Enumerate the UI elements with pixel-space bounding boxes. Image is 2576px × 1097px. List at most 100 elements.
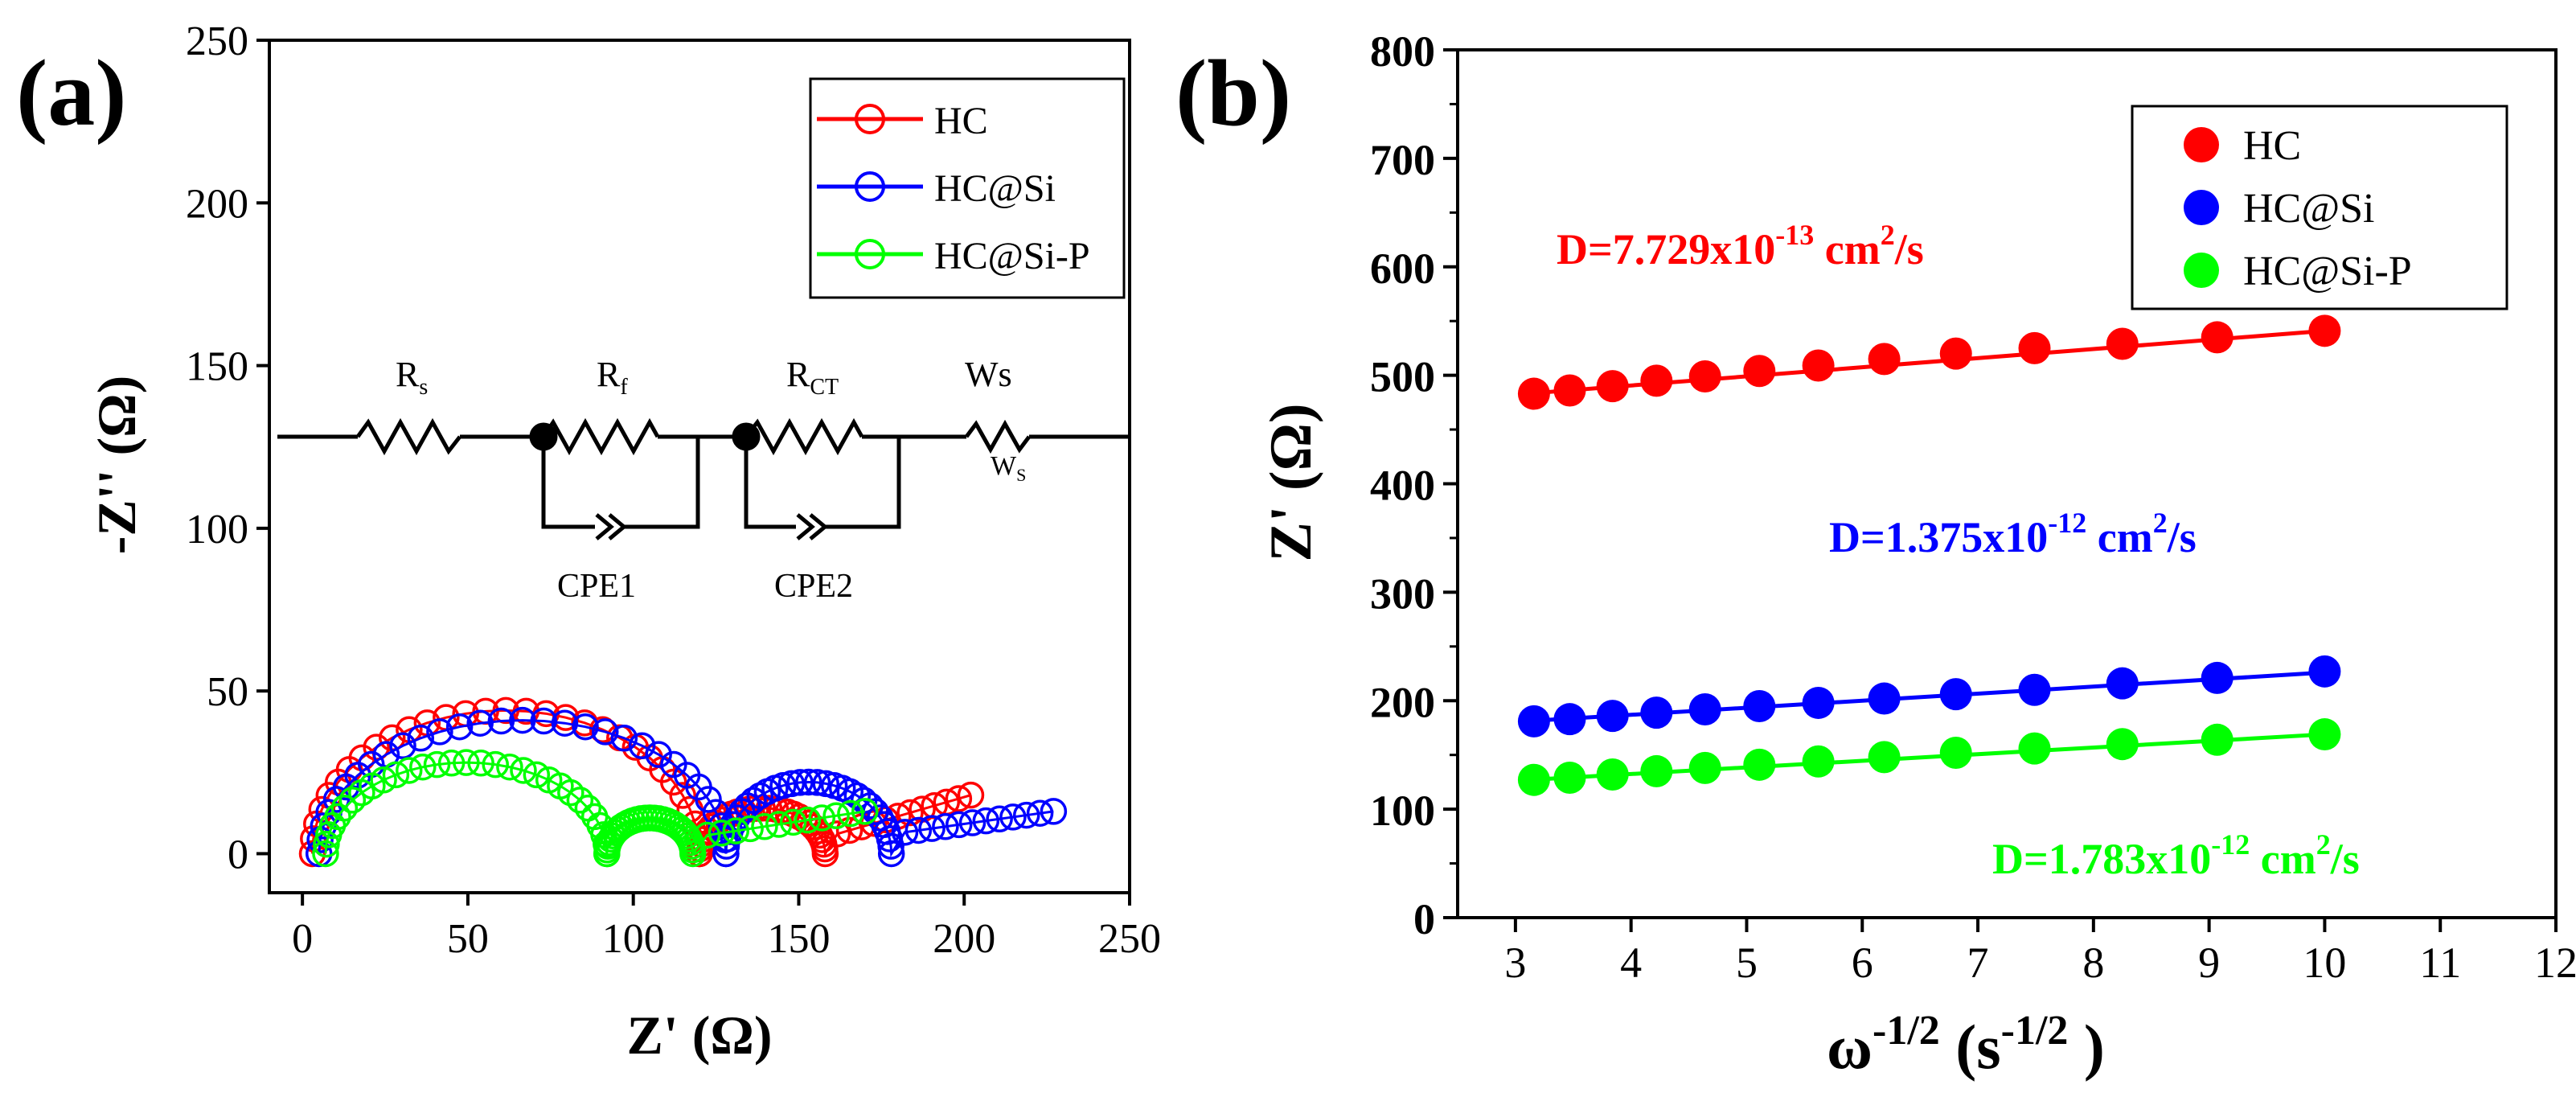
data-point-hc-si-p [736,815,764,843]
data-point-hc [1688,360,1721,392]
data-point-hc-si-p [467,750,494,777]
data-point-hc [1553,374,1586,407]
legend-label-hc: HC [934,100,988,142]
panel-a-y-tick-label: 200 [186,181,248,227]
data-point-hc-si-p [722,817,750,844]
data-point-hc-si [645,741,672,768]
data-point-hc-si [1802,686,1835,719]
data-point-hc-si-p [794,806,822,834]
data-point-hc-si-p [708,820,736,847]
data-point-hc-si-p [566,787,594,814]
node-dot [529,422,558,451]
panel-a-x-tick-label: 250 [1098,916,1161,962]
panel-a-x-tick-label: 150 [767,916,830,962]
data-point-hc-si [1553,703,1586,736]
data-point-hc-si-p [409,753,437,781]
data-point-hc-si [1868,682,1901,715]
data-point-hc-si [958,809,987,836]
data-point-hc [957,781,985,809]
panel-a-label: (a) [16,40,127,146]
panel-b-y-tick-label: 700 [1370,136,1435,184]
data-point-hc [669,782,696,809]
panel-b-y-axis-title: Z' (Ω) [1258,404,1324,562]
data-point-hc-si-p [338,787,367,814]
data-point-hc-si-p [496,753,523,781]
data-point-hc-si [2201,661,2233,694]
panel-a-y-tick-label: 0 [228,832,248,877]
data-point-hc [1517,377,1550,410]
data-point-hc-si [1743,689,1776,722]
panel-b-legend: HC HC@Si HC@Si-P [2131,105,2508,310]
data-point-hc-si [1026,799,1054,827]
data-point-hc-si-p [423,750,451,779]
data-point-hc-si-p [1802,745,1835,778]
data-point-hc-si [2106,667,2139,700]
panel-b-x-tick-label: 5 [1736,939,1758,987]
resistor-rct [744,417,864,456]
data-point-hc-si-p [312,840,339,868]
data-point-hc-si-p [1868,741,1901,774]
data-point-hc-si-p [693,821,721,849]
resistor-rf [541,417,660,456]
data-point-hc-si-p [837,799,864,828]
data-point-hc-si-p [557,779,585,807]
data-point-hc-si-p [679,840,707,868]
panel-a-y-tick-label: 150 [186,344,248,390]
data-point-hc-si [610,725,638,752]
data-point-hc-si [592,718,619,746]
legend-marker-hc [2184,127,2219,162]
data-point-hc-si [487,707,515,735]
cpe2-symbol [796,513,828,540]
legend-marker-hc-si [2184,190,2219,225]
data-point-hc [945,785,973,812]
data-point-hc-si-p [437,750,466,777]
data-point-hc-si-p [1596,758,1629,791]
data-point-hc [835,816,863,844]
annotation-hc: D=7.729x10-13 cm2/s [1557,219,1924,273]
data-point-hc-si [1939,678,1972,711]
label-rs: Rs [396,355,428,400]
node-dot [732,422,761,451]
legend-label-hc-si-p: HC@Si-P [2243,249,2412,294]
label-rf: Rf [597,355,628,400]
legend-label-hc-si-p: HC@Si-P [934,235,1090,277]
panel-b-x-tick-label: 10 [2303,939,2346,987]
panel-b-x-tick-label: 4 [1620,939,1642,987]
data-point-hc [823,820,851,848]
data-point-hc-si-p [523,761,551,789]
panel-b-y-tick-label: 500 [1370,353,1435,401]
circuit-wire [624,437,700,529]
data-point-hc-si [466,709,494,737]
data-point-hc-si-p [330,795,359,822]
data-point-hc-si [628,732,656,760]
panel-a-legend: HC HC@Si HC@Si-P [809,77,1126,299]
label-ws: Ws [965,355,1012,394]
circuit-wire [541,437,595,529]
data-point-hc-si [795,768,822,796]
panel-a-y-axis-title: -Z'' (Ω) [86,376,147,555]
data-point-hc [2201,321,2233,354]
data-point-hc-si-p [510,757,537,784]
panel-b-x-tick-label: 11 [2419,939,2461,987]
panel-b-y-tick-label: 100 [1370,787,1435,835]
equivalent-circuit [277,417,1130,540]
data-point-hc-si-p [382,761,410,789]
data-point-hc-si-p [453,749,480,776]
data-point-hc-si-p [1553,762,1586,795]
data-point-hc-si [803,769,831,796]
label-cpe1: CPE1 [557,568,636,605]
data-point-hc [298,840,326,868]
data-point-hc [749,795,776,822]
panel-a-frame [268,39,1131,894]
data-point-hc-si [1012,801,1040,829]
data-point-hc-si-p [370,766,397,794]
data-point-hc-si-p [2201,723,2233,756]
data-point-hc-si-p [2018,732,2051,765]
panel-a-x-tick-label: 0 [292,916,313,962]
panel-b-x-tick-label: 12 [2534,939,2576,987]
data-point-hc [1743,355,1776,388]
label-ws-small: WS [991,451,1026,485]
data-point-hc-si [932,812,959,840]
data-point-hc-si-p [324,803,351,831]
